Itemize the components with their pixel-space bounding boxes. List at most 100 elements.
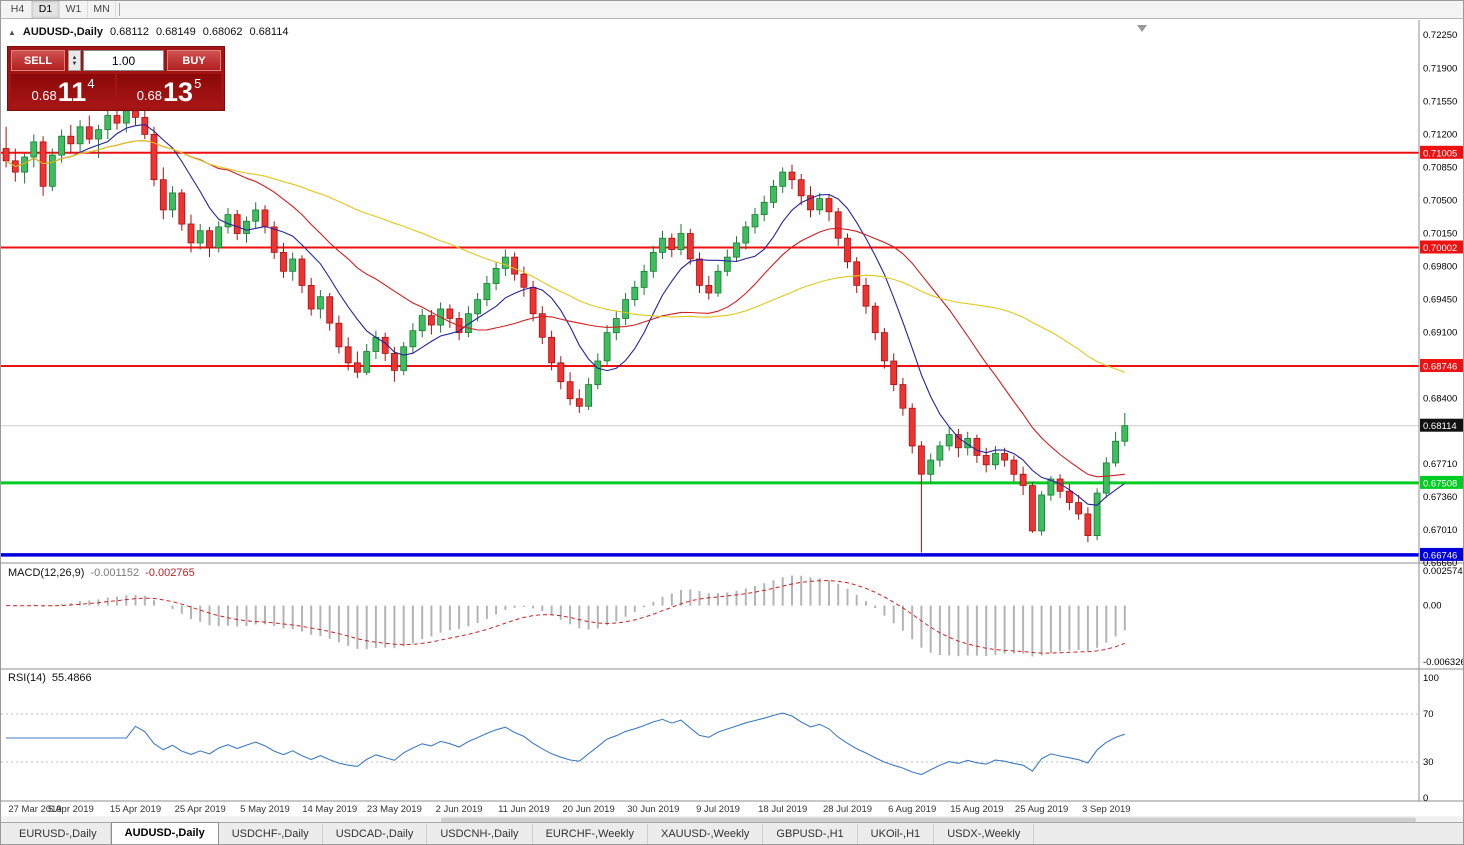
candle bbox=[1112, 440, 1119, 464]
date-label: 25 Apr 2019 bbox=[175, 804, 226, 815]
candle bbox=[316, 296, 324, 310]
candle bbox=[67, 135, 75, 145]
candle bbox=[270, 226, 278, 253]
sell-price-display[interactable]: 0.68 11 4 bbox=[11, 74, 115, 107]
candle bbox=[955, 434, 962, 449]
candle bbox=[788, 171, 796, 181]
candle bbox=[85, 126, 93, 140]
macd-axis-top: 0.002574 bbox=[1423, 566, 1463, 577]
candle bbox=[1084, 513, 1092, 536]
chart-title: AUDUSD-,Daily bbox=[22, 26, 103, 38]
ohlc-low: 0.68062 bbox=[202, 26, 243, 38]
tab-ukoil--h1[interactable]: UKOil-,H1 bbox=[858, 824, 935, 844]
candle bbox=[918, 445, 925, 475]
volume-stepper: ▲ ▼ bbox=[68, 50, 81, 71]
candle bbox=[233, 214, 241, 234]
chart-header: ▲ AUDUSD-,Daily 0.68112 0.68149 0.68062 … bbox=[8, 26, 288, 38]
candle bbox=[1093, 492, 1101, 537]
candle bbox=[945, 434, 953, 447]
candle bbox=[992, 453, 999, 466]
tab-audusd--daily[interactable]: AUDUSD-,Daily bbox=[110, 822, 219, 844]
timeframe-button-mn[interactable]: MN bbox=[88, 1, 116, 18]
sell-button[interactable]: SELL bbox=[11, 50, 65, 71]
collapse-trade-panel-icon[interactable]: ▲ bbox=[8, 27, 16, 37]
candle bbox=[104, 115, 112, 131]
one-click-trade-panel: SELL ▲ ▼ 1.00 BUY 0.68 11 4 0.68 bbox=[7, 46, 225, 111]
volume-input[interactable]: 1.00 bbox=[83, 50, 164, 71]
price-tick: 0.69450 bbox=[1423, 295, 1457, 306]
tab-usdchf--daily[interactable]: USDCHF-,Daily bbox=[219, 824, 323, 844]
sell-price-pip: 4 bbox=[87, 76, 95, 91]
chart-shift-marker-icon[interactable] bbox=[1137, 25, 1147, 32]
candle bbox=[511, 256, 519, 275]
tab-gbpusd--h1[interactable]: GBPUSD-,H1 bbox=[763, 824, 858, 844]
price-tick: 0.70150 bbox=[1423, 229, 1457, 240]
date-label: 5 May 2019 bbox=[240, 804, 290, 815]
tab-usdcad--daily[interactable]: USDCAD-,Daily bbox=[323, 824, 428, 844]
tab-eurusd--daily[interactable]: EURUSD-,Daily bbox=[6, 824, 111, 844]
price-tick: 0.71550 bbox=[1423, 96, 1457, 107]
candle bbox=[363, 351, 371, 373]
volume-decrease-icon[interactable]: ▼ bbox=[71, 60, 78, 67]
candle bbox=[1029, 485, 1036, 532]
timeframe-button-d1[interactable]: D1 bbox=[32, 1, 60, 18]
date-label: 20 Jun 2019 bbox=[562, 804, 614, 815]
rsi-axis-tick: 100 bbox=[1423, 673, 1439, 684]
sell-price-big: 11 bbox=[57, 77, 87, 107]
horizontal-scrollbar-thumb[interactable] bbox=[441, 817, 1416, 823]
candle bbox=[261, 209, 269, 228]
candle bbox=[834, 211, 842, 239]
candle bbox=[215, 226, 223, 249]
candle bbox=[1075, 502, 1082, 515]
tab-usdx--weekly[interactable]: USDX-,Weekly bbox=[934, 824, 1035, 844]
rsi-axis-tick: 0 bbox=[1423, 793, 1428, 804]
candle bbox=[196, 230, 204, 244]
volume-increase-icon[interactable]: ▲ bbox=[71, 54, 78, 61]
candle bbox=[529, 286, 537, 315]
buy-price-big: 13 bbox=[163, 77, 194, 107]
level-price-badge: 0.66746 bbox=[1420, 547, 1463, 561]
candle bbox=[825, 198, 833, 213]
tab-eurchf--weekly[interactable]: EURCHF-,Weekly bbox=[533, 824, 648, 844]
candle bbox=[446, 308, 454, 319]
candle bbox=[289, 258, 297, 272]
timeframe-button-w1[interactable]: W1 bbox=[60, 1, 88, 18]
candle bbox=[159, 179, 167, 211]
svg-text:0.67508: 0.67508 bbox=[1423, 478, 1457, 489]
candle bbox=[1019, 473, 1027, 486]
candle bbox=[779, 171, 787, 187]
candle bbox=[464, 313, 472, 334]
candle bbox=[622, 299, 629, 319]
date-label: 15 Aug 2019 bbox=[950, 804, 1003, 815]
svg-text:0.71005: 0.71005 bbox=[1423, 148, 1457, 159]
ohlc-open: 0.68112 bbox=[110, 26, 149, 38]
candle bbox=[631, 286, 639, 300]
candle bbox=[649, 251, 657, 272]
price-tick: 0.68400 bbox=[1423, 394, 1457, 405]
macd-main-value: -0.001152 bbox=[90, 567, 140, 579]
current-price-badge: 0.68114 bbox=[1420, 418, 1463, 432]
candle bbox=[760, 201, 768, 216]
candle bbox=[640, 270, 648, 288]
candle bbox=[899, 384, 907, 409]
tab-xauusd--weekly[interactable]: XAUUSD-,Weekly bbox=[648, 824, 764, 844]
price-tick: 0.71200 bbox=[1423, 129, 1457, 140]
price-tick: 0.66660 bbox=[1423, 558, 1457, 569]
macd-signal-value: -0.002765 bbox=[145, 567, 195, 579]
timeframe-button-h4[interactable]: H4 bbox=[4, 1, 32, 18]
candle bbox=[973, 437, 981, 456]
date-label: 15 Apr 2019 bbox=[110, 804, 161, 815]
macd-name: MACD(12,26,9) bbox=[8, 567, 85, 579]
candle bbox=[76, 126, 84, 145]
candle bbox=[58, 135, 65, 156]
price-tick: 0.67010 bbox=[1423, 525, 1457, 536]
tab-usdcnh--daily[interactable]: USDCNH-,Daily bbox=[427, 824, 533, 844]
chart-canvas[interactable]: 0.72250 0.71900 0.71550 0.71200 0.70850 0.705… bbox=[1, 20, 1464, 824]
date-label: 25 Aug 2019 bbox=[1015, 804, 1068, 815]
candle bbox=[390, 352, 398, 371]
macd-signal-line bbox=[6, 580, 1125, 654]
sell-price-prefix: 0.68 bbox=[31, 88, 57, 103]
buy-price-display[interactable]: 0.68 13 5 bbox=[117, 74, 221, 107]
candle bbox=[908, 407, 916, 447]
buy-button[interactable]: BUY bbox=[167, 50, 221, 71]
